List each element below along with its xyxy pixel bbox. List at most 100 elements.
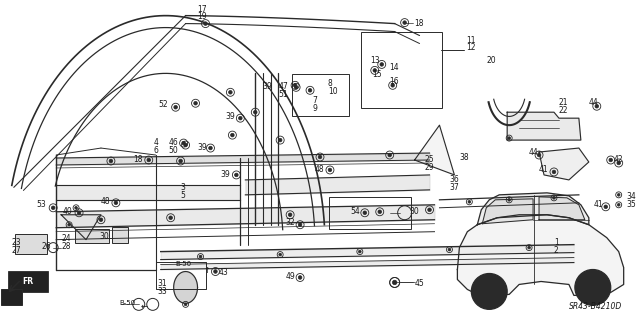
Text: 48: 48 xyxy=(315,165,324,174)
Text: 35: 35 xyxy=(627,200,636,209)
Polygon shape xyxy=(173,271,198,303)
Text: 40: 40 xyxy=(63,207,73,216)
Circle shape xyxy=(428,208,431,211)
Circle shape xyxy=(392,280,397,285)
Circle shape xyxy=(51,206,55,210)
Circle shape xyxy=(358,250,361,253)
Circle shape xyxy=(391,84,394,87)
Text: 20: 20 xyxy=(486,56,496,65)
Text: 54: 54 xyxy=(350,207,360,216)
Text: B-50: B-50 xyxy=(175,261,192,267)
Text: 45: 45 xyxy=(415,279,424,288)
Text: 4: 4 xyxy=(154,138,159,147)
Text: 44: 44 xyxy=(529,148,539,157)
Text: 43: 43 xyxy=(218,268,228,277)
Text: 44: 44 xyxy=(589,98,598,107)
Circle shape xyxy=(293,84,297,87)
Circle shape xyxy=(68,223,70,226)
Circle shape xyxy=(537,153,541,157)
Circle shape xyxy=(617,161,621,165)
Polygon shape xyxy=(458,215,623,295)
Text: 39: 39 xyxy=(220,170,230,179)
Text: 1: 1 xyxy=(554,238,559,247)
Text: 21: 21 xyxy=(559,98,568,107)
Text: 41: 41 xyxy=(539,165,548,174)
Text: SR43-B4210D: SR43-B4210D xyxy=(569,302,622,311)
Circle shape xyxy=(182,141,186,145)
Circle shape xyxy=(388,153,392,157)
Text: 7: 7 xyxy=(312,96,317,105)
Circle shape xyxy=(585,279,601,295)
Text: 13: 13 xyxy=(370,56,380,65)
Circle shape xyxy=(328,168,332,172)
Polygon shape xyxy=(61,215,101,240)
Text: 50: 50 xyxy=(169,146,179,155)
Text: 18: 18 xyxy=(415,19,424,28)
Text: 25: 25 xyxy=(424,155,434,164)
Circle shape xyxy=(552,197,556,199)
Circle shape xyxy=(279,253,282,256)
Text: 23: 23 xyxy=(12,238,21,247)
Circle shape xyxy=(609,158,612,162)
Circle shape xyxy=(380,63,383,66)
Text: 27: 27 xyxy=(12,246,21,255)
Text: 39: 39 xyxy=(262,82,272,91)
Circle shape xyxy=(590,285,596,290)
Circle shape xyxy=(508,137,511,139)
Text: 48: 48 xyxy=(101,197,111,206)
Text: 49: 49 xyxy=(285,271,295,280)
Text: 19: 19 xyxy=(198,12,207,21)
Circle shape xyxy=(363,211,367,215)
Polygon shape xyxy=(483,199,533,224)
Text: 5: 5 xyxy=(180,191,186,200)
Text: 22: 22 xyxy=(559,106,568,115)
Circle shape xyxy=(378,210,381,213)
Text: FR: FR xyxy=(22,277,34,286)
Text: 31: 31 xyxy=(157,279,167,288)
FancyBboxPatch shape xyxy=(112,227,128,243)
Circle shape xyxy=(230,133,234,137)
Polygon shape xyxy=(507,112,581,140)
Text: 18: 18 xyxy=(133,155,142,164)
Circle shape xyxy=(114,201,118,204)
Polygon shape xyxy=(415,125,454,175)
Circle shape xyxy=(75,206,77,209)
Circle shape xyxy=(253,110,257,114)
Text: 51: 51 xyxy=(278,90,288,99)
Circle shape xyxy=(194,101,197,105)
Circle shape xyxy=(294,85,298,89)
Circle shape xyxy=(199,255,202,258)
Text: 30: 30 xyxy=(410,207,419,216)
Text: 12: 12 xyxy=(467,42,476,51)
Circle shape xyxy=(77,211,81,215)
Circle shape xyxy=(298,223,302,226)
Circle shape xyxy=(308,88,312,92)
Text: ↑: ↑ xyxy=(204,265,211,275)
Text: 16: 16 xyxy=(390,78,399,86)
Text: 37: 37 xyxy=(449,183,459,192)
Text: 53: 53 xyxy=(36,200,46,209)
Text: 14: 14 xyxy=(390,63,399,72)
Circle shape xyxy=(214,270,217,273)
Text: 39: 39 xyxy=(198,143,207,152)
Text: 42: 42 xyxy=(614,155,623,164)
Text: 9: 9 xyxy=(312,104,317,113)
Text: 41: 41 xyxy=(594,200,604,209)
Text: 10: 10 xyxy=(328,87,337,96)
Circle shape xyxy=(204,22,207,26)
FancyBboxPatch shape xyxy=(15,234,47,254)
Text: 32: 32 xyxy=(285,218,295,227)
Circle shape xyxy=(528,246,531,249)
Polygon shape xyxy=(539,197,585,220)
Circle shape xyxy=(239,116,242,120)
Circle shape xyxy=(448,248,451,251)
Circle shape xyxy=(209,146,212,150)
Text: 26: 26 xyxy=(41,241,51,251)
Text: 36: 36 xyxy=(449,175,459,184)
Text: 3: 3 xyxy=(180,183,186,192)
Text: 39: 39 xyxy=(225,112,235,121)
Text: ←: ← xyxy=(141,301,148,310)
Circle shape xyxy=(604,205,607,209)
Circle shape xyxy=(298,276,302,279)
Circle shape xyxy=(373,69,376,72)
